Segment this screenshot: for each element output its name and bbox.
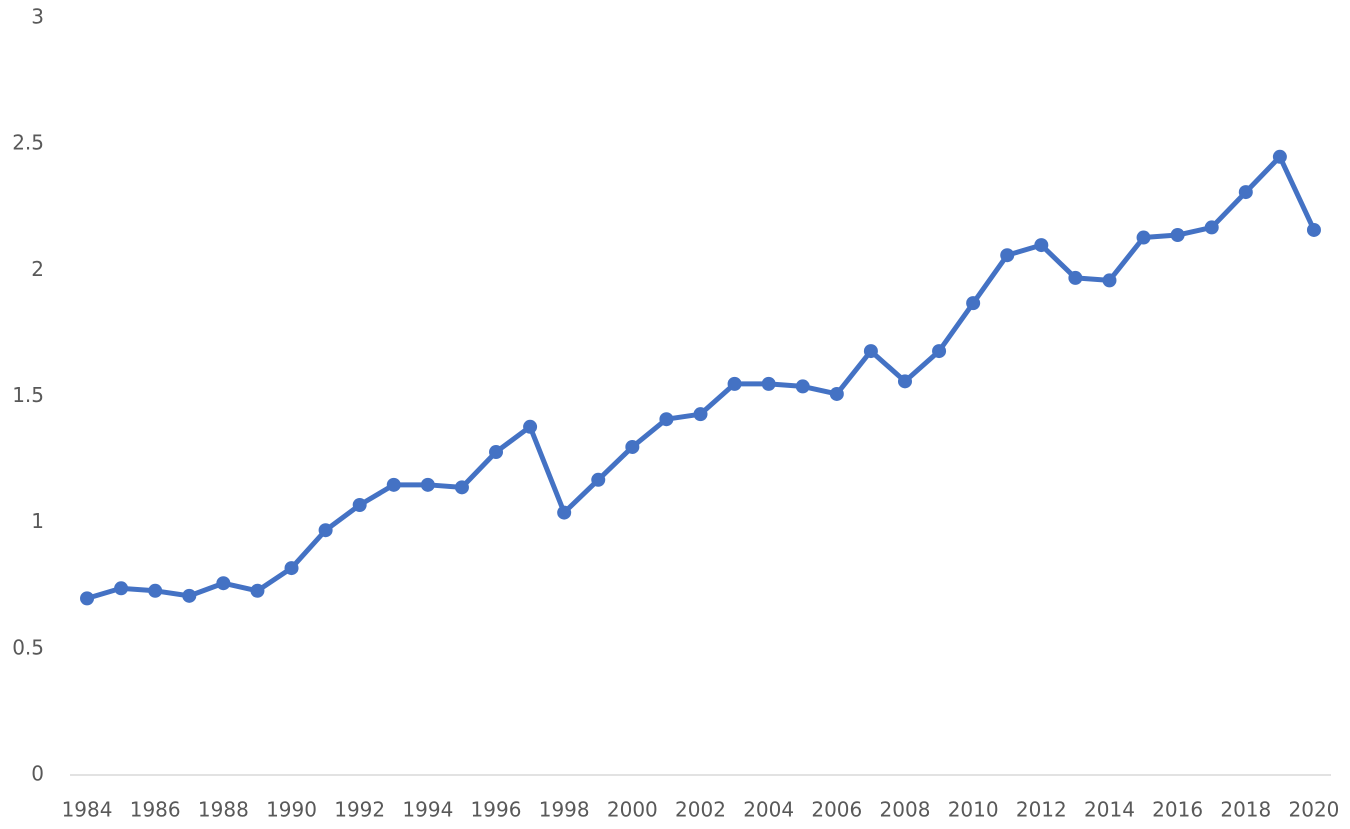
point — [284, 561, 299, 576]
y-tick-label: 1 — [31, 509, 44, 533]
point — [1204, 220, 1219, 235]
point — [1000, 248, 1015, 263]
point — [148, 583, 163, 598]
x-tick-label: 2016 — [1152, 798, 1203, 822]
point — [1068, 270, 1083, 285]
point — [557, 505, 572, 520]
x-tick-label: 2000 — [607, 798, 658, 822]
point — [454, 480, 469, 495]
point — [693, 407, 708, 422]
x-tick-label: 2014 — [1084, 798, 1135, 822]
x-tick-label: 2018 — [1220, 798, 1271, 822]
x-tick-label: 2006 — [811, 798, 862, 822]
x-tick-label: 1986 — [130, 798, 181, 822]
point — [523, 419, 538, 434]
point — [386, 477, 401, 492]
point — [727, 376, 742, 391]
x-tick-label: 1996 — [471, 798, 522, 822]
point — [795, 379, 810, 394]
y-tick-label: 2.5 — [12, 131, 44, 155]
point — [1034, 238, 1049, 253]
x-tick-label: 1998 — [539, 798, 590, 822]
x-tick-label: 1984 — [62, 798, 113, 822]
x-tick-label: 2020 — [1289, 798, 1340, 822]
series-line — [86, 154, 1317, 601]
x-tick-label: 2002 — [675, 798, 726, 822]
point — [80, 591, 95, 606]
point — [318, 523, 333, 538]
point — [659, 412, 674, 427]
point — [216, 576, 231, 591]
x-tick-label: 1992 — [334, 798, 385, 822]
point — [489, 445, 504, 460]
point — [625, 439, 640, 454]
point — [1306, 222, 1321, 237]
x-tick-label: 1994 — [402, 798, 453, 822]
point — [250, 583, 265, 598]
x-tick-label: 2008 — [880, 798, 931, 822]
point — [966, 296, 981, 311]
x-tick-label: 2010 — [948, 798, 999, 822]
x-tick-label: 1990 — [266, 798, 317, 822]
point — [114, 581, 129, 596]
point — [1238, 185, 1253, 200]
point — [863, 344, 878, 359]
y-tick-label: 3 — [31, 5, 44, 29]
y-tick-label: 0.5 — [12, 635, 44, 659]
x-tick-label: 1988 — [198, 798, 249, 822]
point — [420, 477, 435, 492]
y-tick-label: 1.5 — [12, 383, 44, 407]
y-tick-label: 0 — [31, 762, 44, 786]
x-tick-label: 2004 — [743, 798, 794, 822]
point — [1102, 273, 1117, 288]
point — [1170, 228, 1185, 243]
x-tick-label: 2012 — [1016, 798, 1067, 822]
point — [761, 376, 776, 391]
point — [829, 386, 844, 401]
point — [182, 588, 197, 603]
point — [1136, 230, 1151, 245]
point — [591, 472, 606, 487]
point — [1272, 149, 1287, 164]
point — [897, 374, 912, 389]
point — [932, 344, 947, 359]
point — [352, 498, 367, 513]
y-tick-label: 2 — [31, 257, 44, 281]
